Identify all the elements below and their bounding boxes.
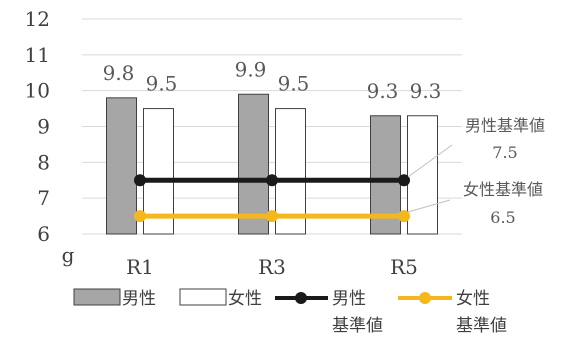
data-label-male-R5: 9.3: [367, 79, 399, 103]
legend-label-female-standard: 女性 基準値: [456, 289, 507, 336]
legend-marker-female-standard: [419, 292, 431, 304]
marker-male-standard-R3: [266, 174, 278, 187]
marker-male-standard-R5: [398, 174, 410, 187]
y-tick-6: 6: [37, 222, 50, 246]
x-tick-R5: R5: [390, 255, 418, 279]
annotation-female-title: 女性基準値: [463, 180, 543, 199]
legend-label-male: 男性: [122, 289, 156, 309]
data-label-male-R3: 9.9: [235, 57, 267, 81]
y-tick-12: 12: [25, 7, 50, 31]
data-label-female-R5: 9.3: [410, 79, 442, 103]
data-labels: 9.8 9.9 9.3 9.5 9.5 9.3: [103, 57, 442, 103]
annotation-female-standard: 女性基準値 6.5: [407, 180, 543, 227]
legend-label-male-standard-line1: 男性: [332, 289, 366, 309]
data-label-female-R3: 9.5: [278, 72, 310, 96]
legend-label-male-standard: 男性 基準値: [332, 289, 383, 336]
legend-swatch-female: [179, 288, 227, 306]
legend-label-female-standard-line2: 基準値: [456, 316, 507, 336]
bar-female-R5: [407, 115, 438, 235]
bar-male-R1: [106, 97, 137, 235]
legend-item-male-standard: 男性 基準値: [275, 289, 383, 336]
y-tick-10: 10: [25, 79, 50, 103]
x-tick-R1: R1: [126, 255, 154, 279]
marker-female-standard-R1: [134, 210, 146, 223]
marker-male-standard-R1: [134, 174, 146, 187]
reference-lines: [134, 174, 410, 223]
legend: 男性 女性 男性 基準値 女性 基準値: [73, 288, 507, 336]
annotation-male-standard: 男性基準値 7.5: [407, 116, 545, 178]
annotation-male-value: 7.5: [492, 143, 517, 162]
marker-female-standard-R5: [398, 210, 410, 223]
legend-label-female-standard-line1: 女性: [456, 289, 490, 309]
leader-line-female: [407, 199, 451, 213]
annotation-female-value: 6.5: [490, 208, 515, 227]
y-unit-label: g: [62, 243, 75, 267]
gridlines: [82, 18, 462, 235]
bar-female-R1: [143, 108, 174, 235]
leader-line-male: [407, 144, 453, 178]
legend-swatch-male: [73, 288, 121, 306]
annotation-male-title: 男性基準値: [465, 116, 545, 135]
legend-label-male-standard-line2: 基準値: [332, 316, 383, 336]
x-tick-labels: R1 R3 R5: [126, 255, 418, 279]
legend-item-female-standard: 女性 基準値: [398, 289, 507, 336]
legend-item-female: 女性: [179, 288, 262, 309]
y-tick-7: 7: [37, 186, 50, 210]
bar-female-R3: [275, 108, 306, 235]
bar-male-R3: [238, 93, 269, 235]
x-tick-R3: R3: [258, 255, 286, 279]
legend-label-female: 女性: [228, 289, 262, 309]
y-tick-11: 11: [25, 43, 50, 67]
legend-item-male: 男性: [73, 288, 156, 309]
y-tick-labels: 6 7 8 9 10 11 12: [25, 7, 50, 246]
y-tick-9: 9: [37, 115, 50, 139]
y-tick-8: 8: [37, 150, 50, 174]
marker-female-standard-R3: [266, 210, 278, 223]
data-label-female-R1: 9.5: [146, 72, 178, 96]
data-label-male-R1: 9.8: [103, 61, 135, 85]
legend-marker-male-standard: [295, 292, 307, 304]
